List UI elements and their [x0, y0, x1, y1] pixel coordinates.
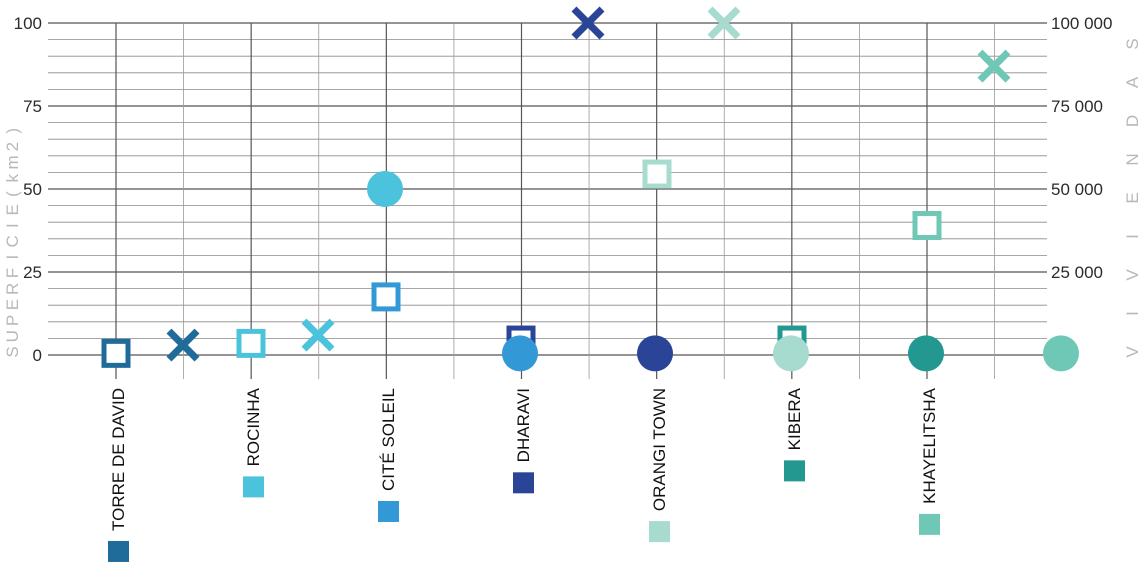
- category-swatch: [378, 500, 399, 522]
- circle-marker: [502, 335, 538, 372]
- cross-marker-stroke: [166, 328, 200, 362]
- category-label: ORANGI TOWN: [650, 388, 669, 511]
- category-swatch: [649, 521, 670, 543]
- right-tick-label: 100 000: [1051, 14, 1112, 33]
- square-marker: [236, 328, 266, 358]
- cross-marker-stroke: [977, 49, 1011, 83]
- left-tick-label: 50: [23, 180, 42, 199]
- square-marker: [371, 282, 401, 312]
- right-tick-label: 25 000: [1051, 263, 1103, 282]
- square-marker: [912, 211, 942, 241]
- left-axis-title-letter: I: [3, 255, 22, 260]
- right-axis-title-letter: S: [1123, 38, 1142, 49]
- category-label: CITÉ SOLEIL: [379, 388, 398, 491]
- circle-marker: [1043, 335, 1079, 372]
- left-axis-title-letter: I: [3, 223, 22, 228]
- left-axis-ticks: 0 25 50 75 100: [14, 14, 42, 365]
- cross-marker-stroke: [571, 6, 605, 40]
- grid: [48, 22, 1047, 379]
- left-axis-title-letter: S: [3, 346, 22, 357]
- left-tick-label: 100: [14, 14, 42, 33]
- right-tick-label: 75 000: [1051, 97, 1103, 116]
- square-marker: [101, 338, 131, 368]
- right-axis-title-letter: E: [1123, 192, 1142, 203]
- cross-marker-stroke: [707, 6, 741, 40]
- category-label: DHARAVI: [514, 388, 533, 462]
- circle-marker: [637, 335, 673, 372]
- left-tick-label: 0: [33, 346, 42, 365]
- left-axis-title-letter: (: [3, 191, 22, 197]
- cross-marker: [301, 318, 335, 352]
- right-axis-title: V I V I E N D A S: [1123, 38, 1142, 357]
- left-axis-title-letter: m: [3, 155, 22, 169]
- left-axis-title-letter: R: [3, 283, 22, 295]
- left-axis-title-letter: P: [3, 315, 22, 326]
- category-swatch: [919, 513, 940, 535]
- circle-marker: [908, 335, 944, 372]
- category-swatch: [513, 472, 534, 494]
- right-axis-title-letter: D: [1123, 115, 1142, 127]
- cross-marker: [977, 49, 1011, 83]
- left-axis-title-letter: 2: [3, 142, 22, 151]
- left-axis-title-letter: E: [3, 204, 22, 215]
- category-swatch: [784, 460, 805, 482]
- right-axis-title-letter: V: [1123, 346, 1142, 358]
- left-axis-title-letter: ): [3, 128, 22, 134]
- category-swatch: [243, 476, 264, 498]
- left-tick-label: 75: [23, 97, 42, 116]
- data-marks: [101, 6, 1079, 372]
- cross-marker: [166, 328, 200, 362]
- right-axis-title-letter: I: [1123, 234, 1142, 239]
- left-axis-title-letter: k: [3, 173, 22, 182]
- circle-marker: [367, 171, 403, 207]
- cross-marker: [571, 6, 605, 40]
- category-labels: TORRE DE DAVID ROCINHA CITÉ SOLEIL DHARAVI O…: [108, 387, 940, 562]
- right-axis-title-letter: I: [1123, 311, 1142, 316]
- left-tick-label: 25: [23, 263, 42, 282]
- category-label: KHAYELITSHA: [920, 387, 939, 504]
- left-axis-title-letter: E: [3, 299, 22, 310]
- circle-marker: [773, 335, 809, 372]
- left-axis-title-letter: U: [3, 330, 22, 342]
- right-tick-label: 50 000: [1051, 180, 1103, 199]
- category-swatch: [108, 540, 129, 562]
- right-axis-title-letter: V: [1123, 269, 1142, 281]
- cross-marker-stroke: [301, 318, 335, 352]
- left-axis-title-letter: C: [3, 235, 22, 247]
- cross-marker: [707, 6, 741, 40]
- right-axis-title-letter: N: [1123, 153, 1142, 165]
- category-label: TORRE DE DAVID: [109, 388, 128, 531]
- category-label: KIBERA: [785, 387, 804, 450]
- left-axis-title-letter: F: [3, 268, 22, 278]
- right-axis-title-letter: A: [1123, 76, 1142, 88]
- category-label: ROCINHA: [244, 387, 263, 466]
- square-marker: [642, 159, 672, 189]
